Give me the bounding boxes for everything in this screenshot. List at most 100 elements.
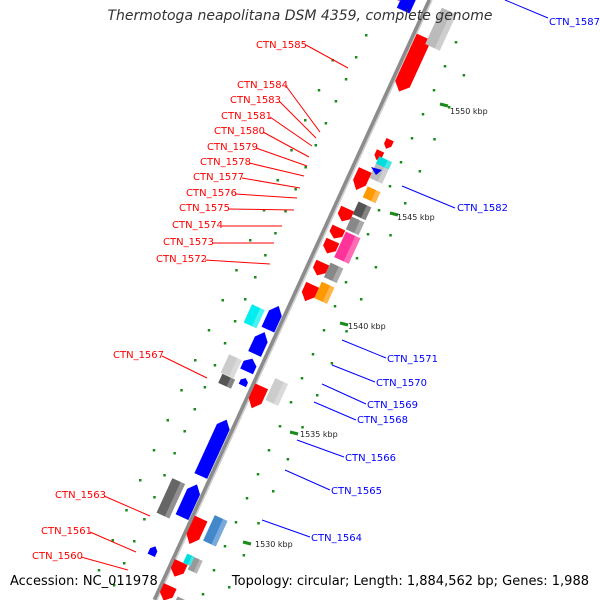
gene-label-ctn-1579[interactable]: CTN_1579 bbox=[207, 142, 258, 153]
gene-label-ctn-1572[interactable]: CTN_1572 bbox=[156, 254, 207, 265]
gene-block-ctn-1561b-shine bbox=[187, 555, 195, 567]
leader-line bbox=[89, 531, 137, 553]
gc-dot bbox=[249, 239, 252, 242]
gc-dot bbox=[315, 394, 319, 397]
gc-dot bbox=[374, 266, 378, 269]
gene-label-ctn-1564[interactable]: CTN_1564 bbox=[311, 533, 362, 544]
leader-line bbox=[161, 355, 208, 379]
gene-arrow-ctn-1569 bbox=[240, 358, 257, 375]
leader-line bbox=[401, 185, 456, 209]
gene-arrow-1561c-shape bbox=[147, 546, 158, 558]
gc-dot bbox=[432, 89, 436, 92]
gc-dot bbox=[143, 518, 146, 521]
gc-dot bbox=[153, 496, 156, 499]
gene-label-ctn-1582[interactable]: CTN_1582 bbox=[457, 203, 508, 214]
gc-dot bbox=[322, 329, 326, 332]
gene-block-ctn-1564-shine bbox=[164, 481, 186, 519]
gene-label-ctn-1568[interactable]: CTN_1568 bbox=[357, 415, 408, 426]
gene-label-ctn-1570[interactable]: CTN_1570 bbox=[376, 378, 427, 389]
gene-label-ctn-1580[interactable]: CTN_1580 bbox=[214, 126, 265, 137]
gene-arrow-1561c bbox=[147, 546, 158, 558]
gene-label-ctn-1575[interactable]: CTN_1575 bbox=[179, 203, 230, 214]
gene-arrow-ctn-1575 bbox=[337, 205, 354, 222]
gene-label-ctn-1581[interactable]: CTN_1581 bbox=[221, 111, 272, 122]
gene-arrow-ctn-1575-shape bbox=[337, 205, 354, 222]
gc-dot bbox=[278, 425, 282, 428]
gene-block-ctn-1586 bbox=[425, 7, 457, 51]
gene-label-ctn-1574[interactable]: CTN_1574 bbox=[172, 220, 223, 231]
gene-label-ctn-1578[interactable]: CTN_1578 bbox=[200, 157, 251, 168]
gene-block-ctn-1574b-shine bbox=[343, 235, 361, 264]
gene-block-ctn-1576 bbox=[352, 201, 372, 221]
gc-dot bbox=[355, 257, 359, 260]
backbone-line bbox=[152, 0, 433, 600]
dot-track bbox=[97, 34, 466, 596]
gene-block-ctn-1571b-shine bbox=[251, 308, 265, 329]
gc-dot bbox=[207, 329, 211, 332]
leader-line bbox=[284, 469, 331, 491]
gene-label-ctn-1573[interactable]: CTN_1573 bbox=[163, 237, 214, 248]
gene-label-ctn-1576[interactable]: CTN_1576 bbox=[186, 188, 237, 199]
gene-label-ctn-1584[interactable]: CTN_1584 bbox=[237, 80, 288, 91]
leader-line bbox=[227, 208, 295, 211]
gene-label-ctn-1577[interactable]: CTN_1577 bbox=[193, 172, 244, 183]
gene-label-ctn-1585[interactable]: CTN_1585 bbox=[256, 40, 307, 51]
leader-line bbox=[285, 85, 321, 133]
gene-label-ctn-1571[interactable]: CTN_1571 bbox=[387, 354, 438, 365]
gene-block-ctn-1567-shape bbox=[265, 378, 289, 406]
gc-dot bbox=[267, 449, 271, 452]
gene-arrow-ctn-1566 bbox=[194, 419, 230, 479]
gene-arrow-ctn-1569-shape bbox=[240, 358, 257, 375]
gene-block-ctn-1568b-shine bbox=[226, 377, 236, 389]
gene-arrow-ctn-1574-shape bbox=[329, 224, 346, 239]
gene-label-ctn-1563[interactable]: CTN_1563 bbox=[55, 490, 106, 501]
gene-label-ctn-1569[interactable]: CTN_1569 bbox=[367, 400, 418, 411]
gene-label-ctn-1583[interactable]: CTN_1583 bbox=[230, 95, 281, 106]
gc-dot bbox=[289, 401, 293, 404]
gene-label-ctn-1567[interactable]: CTN_1567 bbox=[113, 350, 164, 361]
leader-line bbox=[321, 383, 367, 405]
gc-dot bbox=[245, 497, 249, 500]
gene-label-ctn-1565[interactable]: CTN_1565 bbox=[331, 486, 382, 497]
gc-dot bbox=[173, 452, 176, 455]
gene-arrow-ctn-1567 bbox=[248, 383, 269, 409]
gc-dot bbox=[421, 113, 425, 116]
gene-block-ctn-1574b bbox=[334, 231, 361, 264]
gene-arrow-ctn-1560 bbox=[170, 559, 188, 577]
accession-text: Accession: NC_011978 bbox=[10, 574, 158, 589]
leader-line bbox=[204, 259, 271, 265]
gene-block-ctn-1578-shape bbox=[362, 186, 381, 204]
gene-arrow-ctn-1572 bbox=[312, 259, 330, 276]
gc-dot bbox=[377, 209, 381, 212]
leader-line bbox=[296, 439, 345, 458]
gene-block-1559b-shape bbox=[172, 596, 187, 600]
gc-dot bbox=[262, 209, 266, 212]
gc-dot bbox=[418, 170, 422, 173]
gene-label-ctn-1561[interactable]: CTN_1561 bbox=[41, 526, 92, 537]
gene-arrow-1559-shape bbox=[159, 583, 177, 600]
gc-dot bbox=[221, 299, 224, 302]
leader-line bbox=[234, 193, 298, 199]
gene-block-ctn-1572b-shape bbox=[314, 281, 335, 304]
leader-line bbox=[305, 44, 349, 69]
gc-dot bbox=[227, 586, 231, 589]
gc-dot bbox=[276, 179, 279, 182]
gene-block-ctn-1568b bbox=[218, 373, 236, 389]
gc-dot bbox=[389, 234, 392, 237]
gene-block-ctn-1564-shape bbox=[156, 478, 186, 519]
gene-block-ctn-1586-shape bbox=[425, 7, 457, 51]
gene-block-ctn-1572b bbox=[314, 281, 335, 304]
gene-arrow-ctn-1585 bbox=[395, 33, 432, 92]
gc-dot bbox=[193, 408, 197, 411]
gene-label-ctn-1587[interactable]: CTN_1587 bbox=[549, 17, 600, 28]
gc-dot bbox=[410, 137, 414, 140]
gene-arrow-ctn-1570 bbox=[248, 332, 268, 357]
gene-arrow-ctn-1573 bbox=[323, 237, 340, 254]
gene-label-ctn-1560[interactable]: CTN_1560 bbox=[32, 551, 83, 562]
gc-dot bbox=[233, 320, 237, 323]
gene-label-ctn-1566[interactable]: CTN_1566 bbox=[345, 453, 396, 464]
gc-dot bbox=[235, 269, 238, 272]
gene-block-ctn-1568b-shape bbox=[218, 373, 236, 389]
leader-line bbox=[241, 177, 301, 189]
gc-dot bbox=[447, 106, 451, 109]
